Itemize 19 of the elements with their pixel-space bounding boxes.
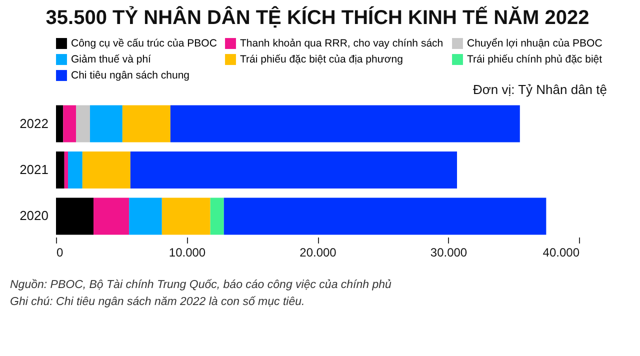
legend-label: Trái phiếu chính phủ đặc biệt <box>467 54 602 66</box>
chart-title: 35.500 TỶ NHÂN DÂN TỆ KÍCH THÍCH KINH TẾ NĂM 2022 <box>46 6 590 29</box>
legend-label: Chi tiêu ngân sách chung <box>71 70 190 82</box>
x-tick-label: 10.000 <box>168 246 206 260</box>
x-tick-label: 40.000 <box>542 246 580 260</box>
y-tick-label: 2022 <box>20 116 48 131</box>
x-tick-label: 30.000 <box>430 246 468 260</box>
legend-label: Thanh khoản qua RRR, cho vay chính sách <box>240 38 444 50</box>
legend-label: Chuyển lợi nhuận của PBOC <box>467 38 603 50</box>
legend-label: Trái phiếu đặc biệt của địa phương <box>240 54 404 66</box>
text: Đơn vị: Tỷ Nhân dân tệ <box>472 82 607 97</box>
legend-label: Giảm thuế và phí <box>71 54 152 66</box>
text: Ghi chú: Chi tiêu ngân sách năm 2022 là con số mục tiêu. <box>10 296 305 308</box>
x-tick-label: 20.000 <box>300 246 337 260</box>
y-tick-label: 2020 <box>20 208 48 224</box>
text: Nguồn: PBOC, Bộ Tài chính Trung Quốc, báo cáo công việc của chính phủ <box>10 279 392 291</box>
y-tick-label: 2021 <box>20 162 48 177</box>
legend-label: Công cụ về cấu trúc của PBOC <box>71 38 218 50</box>
x-tick-label: 0 <box>56 246 64 260</box>
